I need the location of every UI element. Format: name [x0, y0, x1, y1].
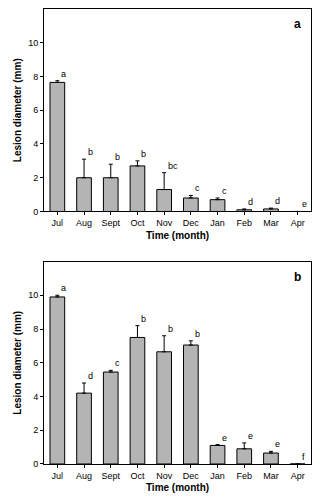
- svg-text:Mar: Mar: [263, 218, 279, 228]
- svg-text:Dec: Dec: [183, 218, 200, 228]
- svg-text:bc: bc: [168, 161, 178, 171]
- svg-text:b: b: [168, 324, 173, 334]
- svg-text:10: 10: [28, 38, 38, 48]
- svg-text:c: c: [195, 183, 200, 193]
- svg-text:c: c: [115, 358, 120, 368]
- svg-text:8: 8: [33, 324, 38, 334]
- svg-text:4: 4: [33, 392, 38, 402]
- svg-text:10: 10: [28, 290, 38, 300]
- svg-text:a: a: [61, 283, 66, 293]
- svg-text:d: d: [275, 196, 280, 206]
- svg-text:Nov: Nov: [156, 471, 173, 481]
- svg-text:b: b: [195, 329, 200, 339]
- svg-text:Lesion diameter (mm): Lesion diameter (mm): [12, 311, 23, 415]
- svg-text:0: 0: [33, 207, 38, 217]
- svg-text:Sept: Sept: [101, 218, 120, 228]
- svg-text:d: d: [88, 371, 93, 381]
- svg-text:b: b: [294, 270, 301, 284]
- svg-text:d: d: [248, 197, 253, 207]
- svg-text:b: b: [88, 147, 93, 157]
- svg-text:6: 6: [33, 358, 38, 368]
- svg-text:e: e: [302, 199, 307, 209]
- svg-text:Dec: Dec: [183, 471, 200, 481]
- svg-text:e: e: [275, 439, 280, 449]
- svg-text:f: f: [302, 452, 305, 462]
- svg-text:6: 6: [33, 105, 38, 115]
- svg-text:Aug: Aug: [76, 218, 92, 228]
- svg-text:Sept: Sept: [101, 471, 120, 481]
- svg-text:c: c: [222, 186, 227, 196]
- svg-text:e: e: [222, 433, 227, 443]
- svg-text:e: e: [248, 431, 253, 441]
- svg-text:Time (month): Time (month): [146, 482, 209, 493]
- svg-text:Apr: Apr: [291, 471, 305, 481]
- svg-text:Jul: Jul: [52, 218, 64, 228]
- svg-text:Feb: Feb: [236, 471, 252, 481]
- svg-text:b: b: [141, 314, 146, 324]
- svg-text:Aug: Aug: [76, 471, 92, 481]
- svg-text:Lesion diameter (mm): Lesion diameter (mm): [12, 58, 23, 162]
- svg-text:Oct: Oct: [130, 471, 145, 481]
- svg-text:4: 4: [33, 139, 38, 149]
- svg-text:2: 2: [33, 173, 38, 183]
- svg-text:Jul: Jul: [52, 471, 64, 481]
- svg-text:Feb: Feb: [236, 218, 252, 228]
- svg-text:2: 2: [33, 425, 38, 435]
- svg-text:b: b: [141, 149, 146, 159]
- svg-text:0: 0: [33, 459, 38, 469]
- svg-text:a: a: [294, 17, 301, 31]
- svg-text:Oct: Oct: [130, 218, 145, 228]
- svg-text:Jan: Jan: [210, 218, 225, 228]
- svg-text:Apr: Apr: [291, 218, 305, 228]
- svg-text:Time (month): Time (month): [146, 230, 209, 241]
- svg-text:Mar: Mar: [263, 471, 279, 481]
- svg-text:a: a: [61, 69, 66, 79]
- svg-text:b: b: [115, 152, 120, 162]
- svg-text:Jan: Jan: [210, 471, 225, 481]
- svg-text:8: 8: [33, 72, 38, 82]
- svg-text:Nov: Nov: [156, 218, 173, 228]
